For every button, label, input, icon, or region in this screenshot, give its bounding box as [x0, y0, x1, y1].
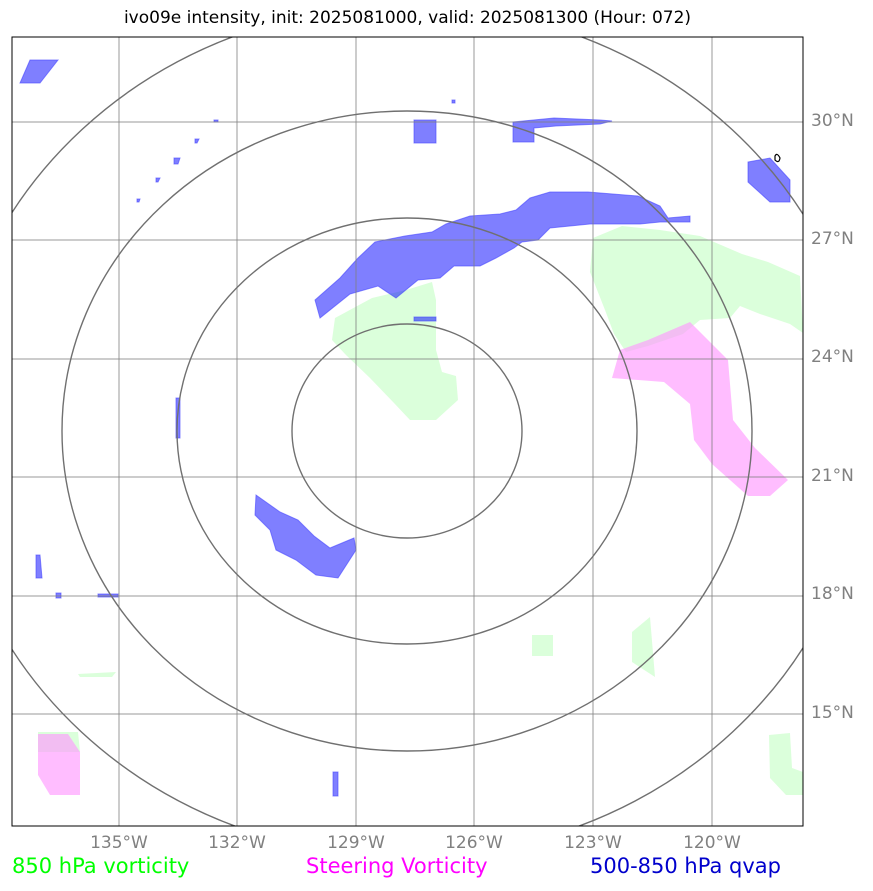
legend-850-vorticity: 850 hPa vorticity: [12, 854, 190, 878]
legend-steering-vorticity: Steering Vorticity: [306, 854, 488, 878]
map-frame: [11, 36, 804, 827]
graticule: [12, 37, 803, 826]
map-title: ivo09e intensity, init: 2025081000, vali…: [123, 8, 692, 28]
distance-ring: [176, 217, 638, 645]
qvap-region: [19, 59, 60, 84]
qvap-region: [155, 177, 161, 183]
lon-label: 120°W: [683, 833, 741, 853]
lon-label: 123°W: [564, 833, 622, 853]
qvap-region: [413, 316, 437, 322]
coastline: [774, 153, 781, 163]
qvap-region: [512, 117, 613, 143]
lat-label: 24°N: [811, 347, 854, 367]
qvap-region: [254, 494, 357, 579]
legend-qvap: 500-850 hPa qvap: [590, 854, 781, 878]
qvap-region: [747, 157, 791, 203]
vorticity-region: [532, 635, 553, 656]
lon-label: 126°W: [445, 833, 503, 853]
vorticity-region: [590, 226, 803, 352]
qvap-region: [136, 198, 141, 203]
lat-label: 15°N: [811, 703, 854, 723]
qvap-layer: [19, 59, 791, 797]
lon-label: 129°W: [327, 833, 385, 853]
qvap-region: [332, 771, 339, 797]
vorticity-region: [632, 617, 655, 677]
qvap-region: [451, 99, 456, 104]
lat-label: 30°N: [811, 111, 854, 131]
distance-rings: [12, 37, 803, 826]
lat-label: 18°N: [811, 584, 854, 604]
qvap-region: [413, 119, 437, 144]
vorticity-region: [769, 733, 803, 795]
steering-region: [612, 322, 788, 496]
vorticity-850-layer: [38, 226, 803, 795]
vorticity-region: [332, 282, 458, 420]
qvap-region: [314, 191, 691, 319]
steering-region: [38, 734, 80, 795]
distance-ring: [291, 323, 523, 539]
lon-label: 135°W: [90, 833, 148, 853]
distance-ring: [61, 110, 753, 752]
lon-label: 132°W: [208, 833, 266, 853]
qvap-region: [173, 157, 181, 165]
vorticity-region: [78, 672, 116, 677]
lat-label: 21°N: [811, 466, 854, 486]
qvap-region: [194, 138, 200, 144]
steering-vorticity-layer: [38, 322, 788, 795]
lat-label: 27°N: [811, 229, 854, 249]
qvap-region: [35, 554, 43, 579]
